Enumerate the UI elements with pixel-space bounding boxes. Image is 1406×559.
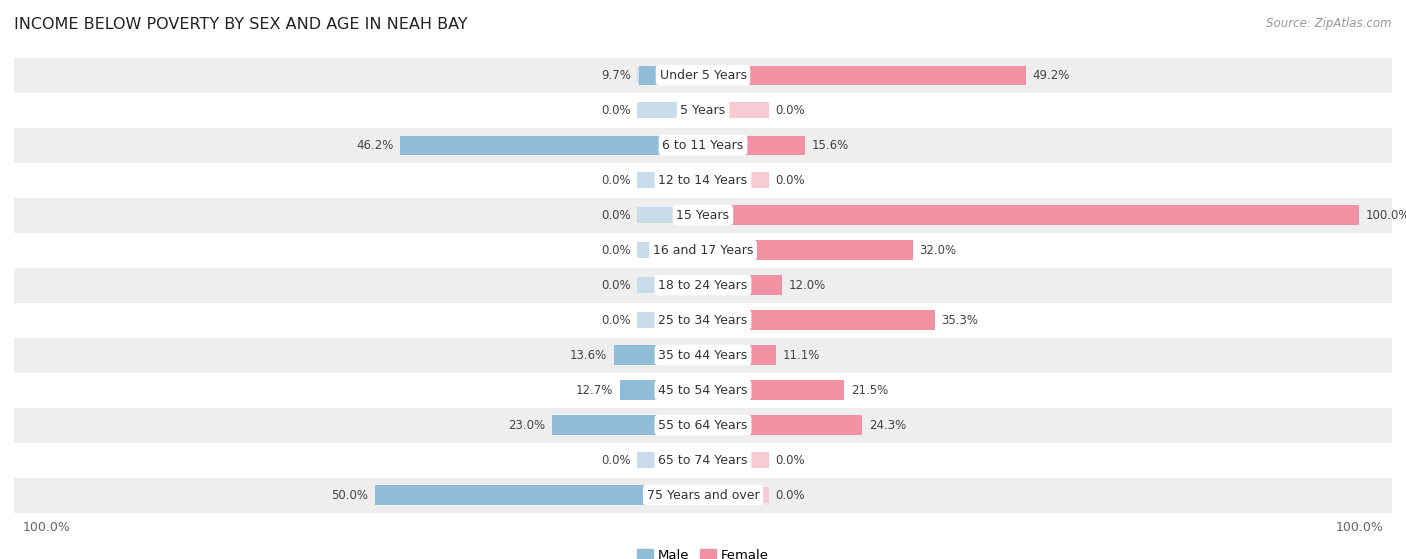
Bar — [703, 277, 769, 293]
Bar — [620, 381, 703, 400]
Text: 35 to 44 Years: 35 to 44 Years — [658, 349, 748, 362]
Text: 21.5%: 21.5% — [851, 383, 887, 396]
Bar — [703, 102, 769, 118]
Text: INCOME BELOW POVERTY BY SEX AND AGE IN NEAH BAY: INCOME BELOW POVERTY BY SEX AND AGE IN N… — [14, 17, 468, 32]
Text: 0.0%: 0.0% — [775, 489, 804, 501]
Bar — [703, 381, 844, 400]
Bar — [703, 415, 862, 435]
Bar — [703, 452, 769, 468]
Text: 0.0%: 0.0% — [775, 174, 804, 187]
Bar — [703, 345, 776, 364]
Text: 15.6%: 15.6% — [811, 139, 849, 151]
Bar — [637, 347, 703, 363]
Bar — [14, 58, 1392, 93]
Bar — [703, 67, 769, 83]
Bar — [640, 65, 703, 85]
Bar — [14, 93, 1392, 127]
Text: 0.0%: 0.0% — [775, 453, 804, 467]
Bar — [399, 135, 703, 155]
Text: 23.0%: 23.0% — [509, 419, 546, 432]
Text: 100.0%: 100.0% — [1365, 209, 1406, 221]
Bar — [14, 163, 1392, 198]
Text: 6 to 11 Years: 6 to 11 Years — [662, 139, 744, 151]
Bar — [637, 452, 703, 468]
Text: 35.3%: 35.3% — [941, 314, 979, 326]
Text: 12.7%: 12.7% — [575, 383, 613, 396]
Text: 65 to 74 Years: 65 to 74 Years — [658, 453, 748, 467]
Bar — [703, 242, 769, 258]
Text: 0.0%: 0.0% — [775, 103, 804, 117]
Bar — [703, 417, 769, 433]
Text: 13.6%: 13.6% — [569, 349, 607, 362]
Text: 0.0%: 0.0% — [602, 209, 631, 221]
Bar — [637, 277, 703, 293]
Bar — [703, 240, 912, 260]
Bar — [553, 415, 703, 435]
Text: 55 to 64 Years: 55 to 64 Years — [658, 419, 748, 432]
Bar — [703, 276, 782, 295]
Bar — [637, 207, 703, 223]
Bar — [14, 127, 1392, 163]
Text: 32.0%: 32.0% — [920, 244, 956, 257]
Bar — [637, 102, 703, 118]
Bar — [14, 443, 1392, 477]
Bar — [703, 382, 769, 398]
Bar — [375, 485, 703, 505]
Text: 12.0%: 12.0% — [789, 278, 825, 292]
Text: 0.0%: 0.0% — [602, 314, 631, 326]
Text: 25 to 34 Years: 25 to 34 Years — [658, 314, 748, 326]
Bar — [14, 198, 1392, 233]
Bar — [637, 487, 703, 503]
Text: 0.0%: 0.0% — [602, 278, 631, 292]
Text: Under 5 Years: Under 5 Years — [659, 69, 747, 82]
Bar — [637, 382, 703, 398]
Bar — [14, 477, 1392, 513]
Text: 24.3%: 24.3% — [869, 419, 907, 432]
Text: 46.2%: 46.2% — [356, 139, 394, 151]
Bar — [703, 207, 769, 223]
Text: 75 Years and over: 75 Years and over — [647, 489, 759, 501]
Bar — [637, 417, 703, 433]
Text: 0.0%: 0.0% — [602, 244, 631, 257]
Text: Source: ZipAtlas.com: Source: ZipAtlas.com — [1267, 17, 1392, 30]
Bar — [703, 172, 769, 188]
Text: 49.2%: 49.2% — [1032, 69, 1070, 82]
Text: 18 to 24 Years: 18 to 24 Years — [658, 278, 748, 292]
Bar — [703, 65, 1026, 85]
Bar — [703, 312, 769, 328]
Text: 5 Years: 5 Years — [681, 103, 725, 117]
Bar — [14, 372, 1392, 408]
Bar — [703, 347, 769, 363]
Bar — [14, 302, 1392, 338]
Legend: Male, Female: Male, Female — [631, 544, 775, 559]
Bar — [14, 233, 1392, 268]
Bar — [637, 67, 703, 83]
Bar — [614, 345, 703, 364]
Text: 0.0%: 0.0% — [602, 174, 631, 187]
Text: 0.0%: 0.0% — [602, 453, 631, 467]
Bar — [14, 268, 1392, 302]
Bar — [703, 487, 769, 503]
Text: 9.7%: 9.7% — [600, 69, 631, 82]
Text: 45 to 54 Years: 45 to 54 Years — [658, 383, 748, 396]
Text: 15 Years: 15 Years — [676, 209, 730, 221]
Bar — [703, 138, 769, 153]
Text: 12 to 14 Years: 12 to 14 Years — [658, 174, 748, 187]
Text: 0.0%: 0.0% — [602, 103, 631, 117]
Bar — [637, 172, 703, 188]
Bar — [637, 312, 703, 328]
Bar — [703, 206, 1360, 225]
Text: 50.0%: 50.0% — [332, 489, 368, 501]
Bar — [703, 135, 806, 155]
Bar — [637, 242, 703, 258]
Bar — [703, 310, 935, 330]
Bar — [14, 408, 1392, 443]
Bar — [14, 338, 1392, 372]
Text: 11.1%: 11.1% — [782, 349, 820, 362]
Text: 16 and 17 Years: 16 and 17 Years — [652, 244, 754, 257]
Bar — [637, 138, 703, 153]
